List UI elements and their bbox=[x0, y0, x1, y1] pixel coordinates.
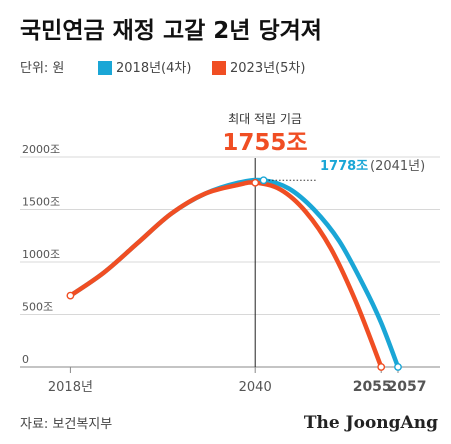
legend: 2018년(4차) 2023년(5차) bbox=[98, 61, 305, 76]
series-line-2018 bbox=[68, 177, 401, 370]
y-axis-ticks: 0 500조 1000조 1500조 2000조 bbox=[22, 143, 60, 366]
grid bbox=[20, 156, 440, 368]
source-note: 자료: 보건복지부 bbox=[20, 417, 112, 432]
y-tick-label: 1500조 bbox=[22, 196, 60, 209]
series-lines bbox=[68, 177, 401, 370]
y-tick-label: 1000조 bbox=[22, 248, 60, 261]
peak-2018-value: 1778조 bbox=[320, 159, 368, 174]
y-tick-label: 2000조 bbox=[22, 143, 60, 156]
data-point-marker bbox=[394, 363, 402, 371]
legend-label-2023: 2023년(5차) bbox=[230, 61, 305, 76]
data-point-marker bbox=[259, 176, 268, 185]
x-tick-label: 2055 bbox=[353, 379, 392, 395]
x-tick-label: 2057 bbox=[388, 379, 427, 395]
brand-logo: The JoongAng bbox=[304, 413, 438, 433]
peak-2018-year: (2041년) bbox=[370, 159, 425, 174]
data-point-marker bbox=[377, 363, 386, 371]
peak-value: 1755조 bbox=[222, 130, 307, 156]
x-tick-label: 2018년 bbox=[48, 380, 93, 395]
legend-label-2018: 2018년(4차) bbox=[116, 61, 191, 76]
x-tick-label: 2040 bbox=[239, 380, 272, 395]
y-tick-label: 500조 bbox=[22, 301, 53, 314]
data-point-marker bbox=[251, 178, 260, 187]
series-line-2023 bbox=[68, 180, 384, 370]
chart-title: 국민연금 재정 고갈 2년 당겨져 bbox=[20, 18, 322, 44]
legend-swatch-2023 bbox=[212, 61, 226, 75]
y-tick-label: 0 bbox=[22, 353, 29, 366]
legend-swatch-2018 bbox=[98, 61, 112, 75]
peak-caption: 최대 적립 기금 bbox=[228, 112, 302, 126]
data-point-marker bbox=[66, 291, 75, 300]
unit-label: 단위: 원 bbox=[20, 61, 64, 76]
series-markers bbox=[66, 176, 402, 371]
